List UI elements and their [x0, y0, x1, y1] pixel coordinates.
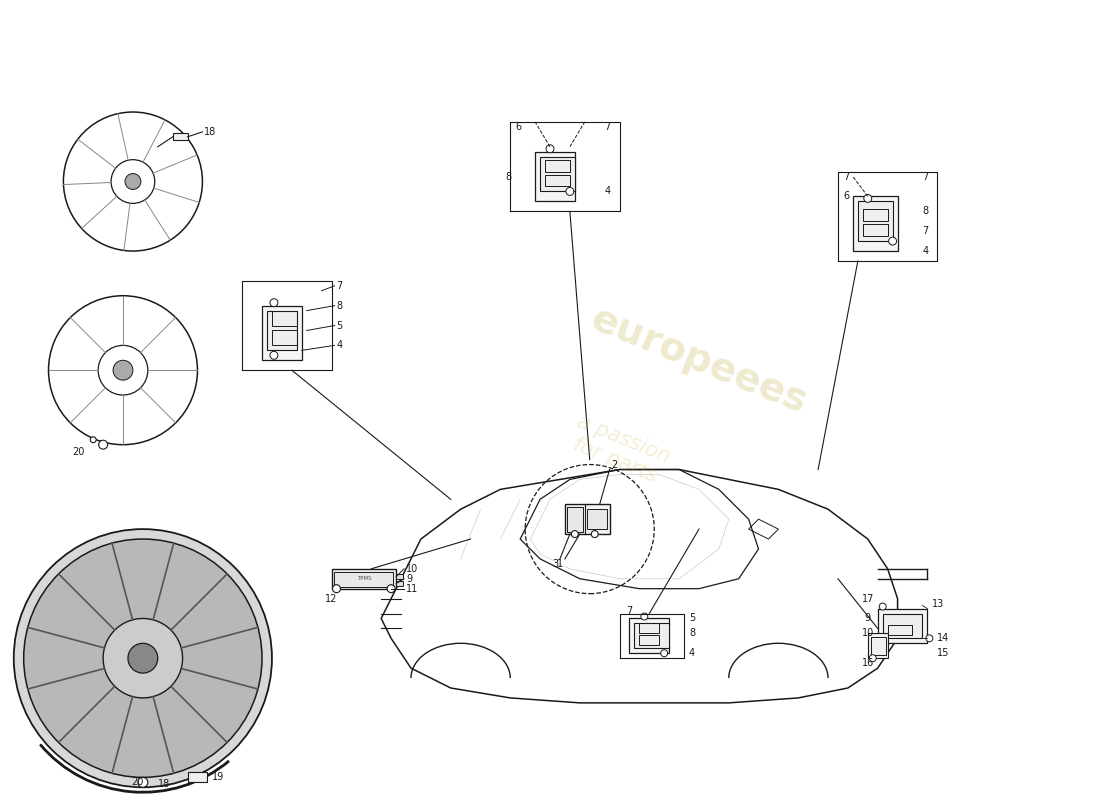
Text: europeees: europeees	[585, 300, 813, 421]
Text: 20: 20	[132, 778, 144, 787]
Text: a passion
for parts: a passion for parts	[565, 411, 673, 488]
Text: 4: 4	[337, 340, 342, 350]
Circle shape	[546, 145, 554, 153]
Bar	[333, 572, 393, 586]
Bar	[888, 626, 913, 635]
Bar	[566, 507, 583, 532]
Circle shape	[113, 360, 133, 380]
Circle shape	[90, 437, 96, 442]
Circle shape	[48, 296, 198, 445]
Text: 5: 5	[689, 614, 695, 623]
Bar	[173, 133, 187, 140]
Circle shape	[332, 585, 341, 593]
Text: 8: 8	[923, 206, 928, 216]
Circle shape	[64, 112, 202, 251]
Text: 7: 7	[605, 122, 610, 132]
Bar	[852, 197, 898, 251]
Text: 14: 14	[937, 634, 949, 643]
Bar	[629, 618, 669, 654]
Text: 9: 9	[865, 614, 871, 623]
Bar	[331, 569, 396, 589]
Text: 7: 7	[626, 606, 632, 615]
Circle shape	[591, 530, 598, 538]
Bar	[272, 310, 297, 326]
Text: 9: 9	[406, 574, 412, 584]
Text: 13: 13	[933, 598, 945, 609]
Circle shape	[879, 603, 887, 610]
Text: 12: 12	[326, 594, 338, 604]
Circle shape	[270, 298, 278, 306]
Bar	[868, 634, 888, 658]
Text: 3: 3	[552, 559, 558, 569]
Text: 7: 7	[923, 226, 928, 236]
Text: 2: 2	[612, 459, 618, 470]
Text: 20: 20	[73, 446, 85, 457]
Bar	[544, 160, 570, 171]
Bar	[858, 202, 892, 241]
Circle shape	[869, 654, 877, 662]
Circle shape	[661, 650, 668, 657]
Circle shape	[565, 187, 574, 195]
Bar	[635, 623, 669, 648]
Bar	[535, 152, 575, 202]
Bar	[878, 609, 927, 643]
Bar	[871, 638, 886, 655]
Circle shape	[128, 643, 157, 673]
Text: 10: 10	[406, 564, 418, 574]
Bar	[862, 210, 888, 222]
Text: 15: 15	[937, 648, 949, 658]
Text: 6: 6	[515, 122, 521, 132]
Circle shape	[641, 613, 648, 620]
Bar	[262, 306, 301, 360]
Circle shape	[571, 530, 579, 538]
Text: 7: 7	[337, 281, 343, 290]
Text: 16: 16	[861, 658, 873, 668]
Circle shape	[14, 529, 272, 787]
Bar	[639, 635, 659, 646]
Circle shape	[864, 194, 871, 202]
Bar	[862, 224, 888, 236]
Bar	[187, 772, 208, 782]
Bar	[396, 581, 403, 586]
Text: 8: 8	[337, 301, 342, 310]
Circle shape	[111, 160, 155, 203]
Bar	[540, 157, 575, 191]
Circle shape	[99, 440, 108, 449]
Circle shape	[103, 618, 183, 698]
Text: 11: 11	[406, 584, 418, 594]
Text: 7: 7	[923, 171, 928, 182]
Text: 5: 5	[337, 321, 343, 330]
Circle shape	[24, 539, 262, 778]
Bar	[586, 510, 606, 529]
Text: 4: 4	[689, 648, 695, 658]
Circle shape	[138, 778, 147, 787]
Circle shape	[270, 351, 278, 359]
Bar	[544, 174, 570, 186]
Circle shape	[98, 346, 147, 395]
Bar	[267, 310, 297, 350]
Text: 18: 18	[157, 779, 170, 790]
Bar	[396, 574, 403, 578]
Text: 10: 10	[861, 628, 873, 638]
Bar	[565, 504, 609, 534]
Text: TPMS: TPMS	[358, 576, 372, 582]
Text: 7: 7	[843, 171, 849, 182]
Text: 8: 8	[505, 171, 512, 182]
Circle shape	[926, 635, 933, 642]
Text: 18: 18	[205, 127, 217, 137]
Text: 1: 1	[557, 559, 563, 569]
Circle shape	[889, 237, 896, 245]
Text: 4: 4	[923, 246, 928, 256]
Text: 19: 19	[212, 772, 224, 782]
Bar	[272, 330, 297, 346]
Circle shape	[125, 174, 141, 190]
Circle shape	[387, 585, 395, 593]
Bar	[639, 623, 659, 634]
Text: 17: 17	[861, 594, 875, 604]
Text: 4: 4	[605, 186, 610, 197]
Text: 8: 8	[689, 628, 695, 638]
Bar	[882, 614, 923, 638]
Text: 6: 6	[843, 191, 849, 202]
